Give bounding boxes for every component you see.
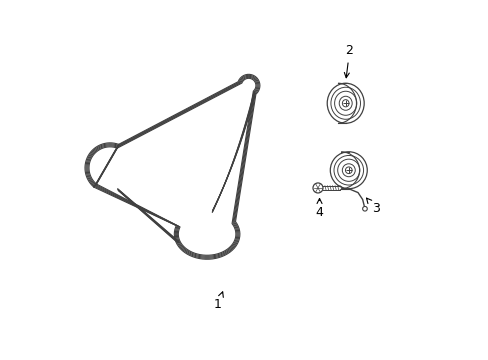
Text: 4: 4 bbox=[315, 198, 323, 219]
Text: 2: 2 bbox=[344, 44, 353, 78]
Text: 1: 1 bbox=[214, 292, 223, 311]
Text: 3: 3 bbox=[366, 198, 379, 215]
